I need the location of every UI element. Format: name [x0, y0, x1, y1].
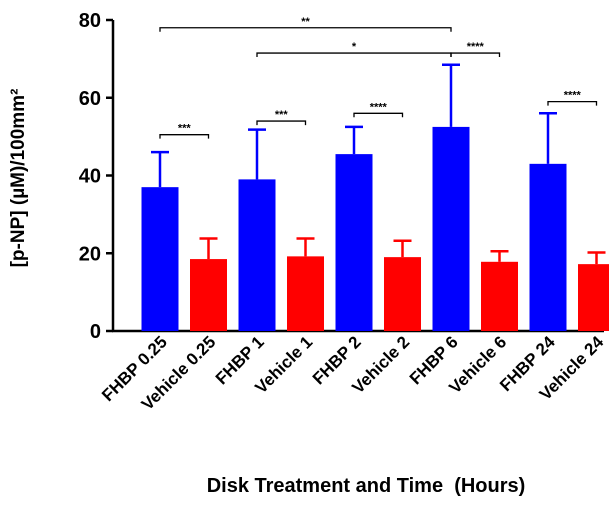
bar: [335, 154, 373, 331]
significance-label: **: [301, 16, 310, 28]
y-tick-label: 80: [79, 10, 101, 32]
bar: [141, 187, 179, 331]
significance-bracket: [256, 52, 452, 58]
y-tick-label: 40: [79, 166, 101, 188]
significance-annotations: *** ******************: [159, 16, 598, 139]
significance-bracket: [547, 100, 598, 106]
significance-label: ***: [178, 123, 192, 135]
bars: [141, 63, 609, 331]
significance-label: ****: [467, 41, 485, 53]
significance-bracket: [159, 27, 452, 32]
bar: [190, 259, 227, 331]
bar: [287, 256, 324, 331]
significance-label: ****: [370, 101, 388, 113]
significance-label: ****: [564, 90, 582, 102]
x-axis-label: Disk Treatment and Time (Hours): [207, 475, 526, 497]
y-tick-label: 60: [79, 88, 101, 110]
significance-bracket: [450, 52, 501, 58]
bar: [238, 179, 276, 331]
y-tick-label: 0: [90, 321, 101, 343]
bar: [578, 264, 609, 331]
bar: [529, 163, 567, 331]
bar: [384, 257, 421, 331]
significance-label: *: [352, 41, 357, 53]
bar: [481, 261, 518, 331]
significance-bracket: [159, 134, 210, 139]
y-axis-label: [p-NP] (µM)/100mm²: [8, 89, 29, 268]
bar: [432, 126, 470, 331]
significance-label: ***: [275, 109, 289, 121]
y-tick-label: 20: [79, 243, 101, 265]
significance-bracket: [353, 112, 404, 118]
significance-bracket: [256, 120, 307, 126]
